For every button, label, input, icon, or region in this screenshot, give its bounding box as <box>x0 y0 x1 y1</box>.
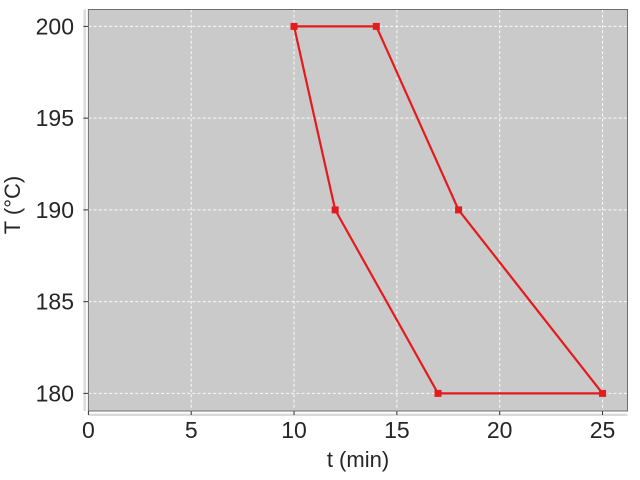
svg-text:t (min): t (min) <box>327 447 389 472</box>
svg-text:195: 195 <box>36 105 74 131</box>
svg-text:10: 10 <box>281 417 307 443</box>
svg-text:25: 25 <box>590 417 616 443</box>
svg-text:0: 0 <box>82 417 95 443</box>
svg-text:190: 190 <box>36 197 74 223</box>
svg-text:15: 15 <box>384 417 410 443</box>
svg-text:180: 180 <box>36 380 74 406</box>
svg-text:200: 200 <box>36 13 74 39</box>
svg-text:T (°C): T (°C) <box>0 176 25 235</box>
svg-text:20: 20 <box>487 417 513 443</box>
svg-text:185: 185 <box>36 289 74 315</box>
svg-text:5: 5 <box>185 417 198 443</box>
